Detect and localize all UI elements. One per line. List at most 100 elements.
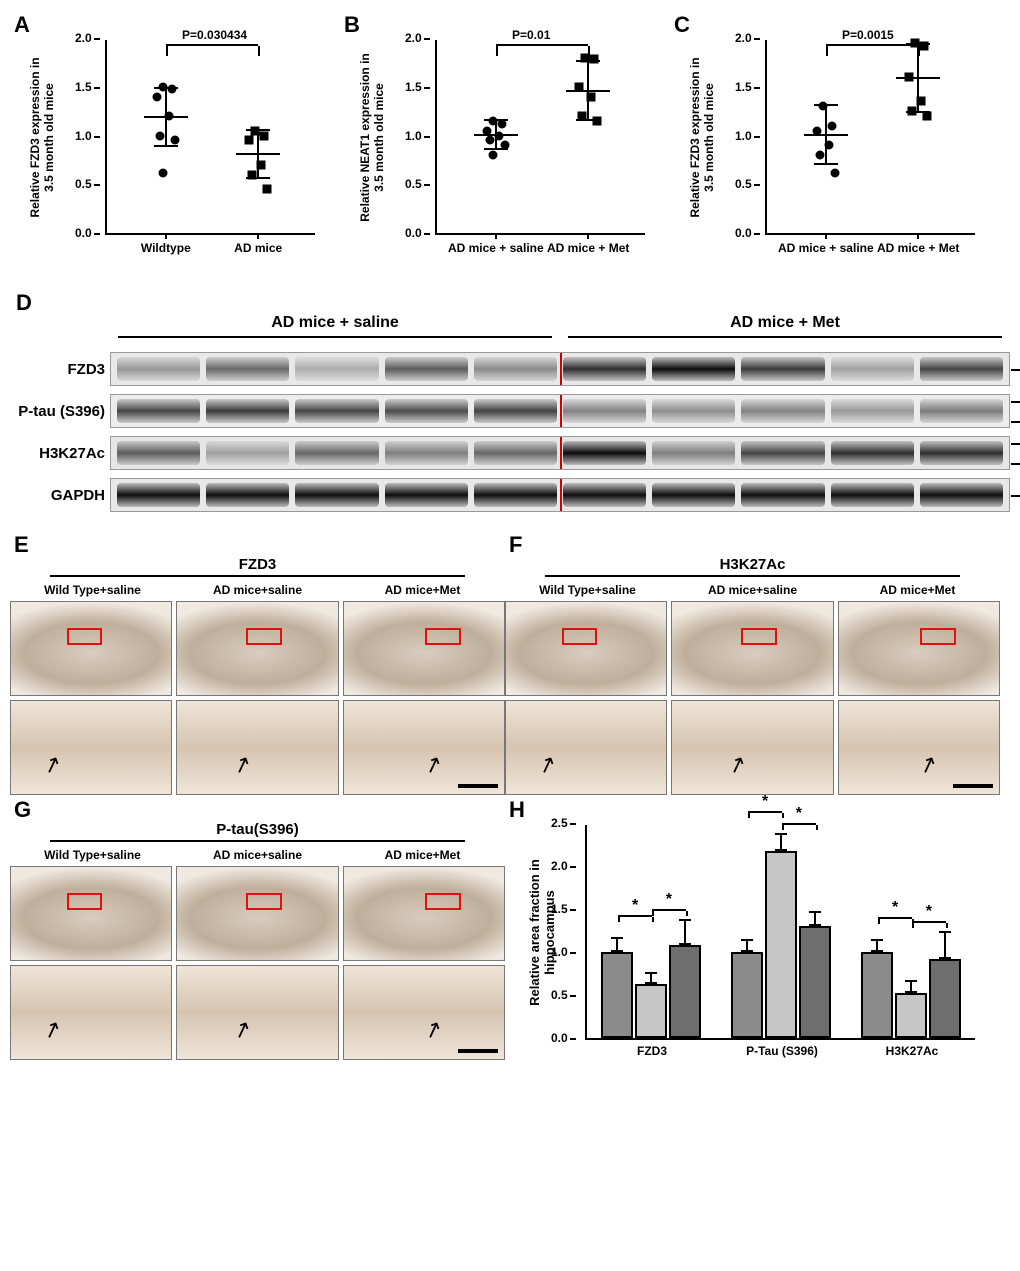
data-point bbox=[164, 112, 173, 121]
bar bbox=[895, 993, 927, 1038]
data-point bbox=[578, 112, 587, 121]
ihc-condition-label: AD mice+Met bbox=[835, 583, 1000, 597]
data-point bbox=[494, 131, 503, 140]
panel-b-label: B bbox=[344, 12, 360, 38]
ihc-highmag-image: ↗ bbox=[176, 700, 338, 795]
wb-band bbox=[117, 441, 200, 465]
data-point bbox=[158, 168, 167, 177]
x-category-label: AD mice + saline bbox=[448, 241, 544, 255]
ihc-lowmag-image bbox=[343, 866, 505, 961]
scale-bar bbox=[458, 784, 498, 788]
data-point bbox=[500, 141, 509, 150]
arrow-icon: ↗ bbox=[420, 1015, 446, 1046]
wb-group-header: AD mice + saline bbox=[110, 314, 560, 332]
wb-band bbox=[563, 441, 646, 465]
ihc-title: FZD3 bbox=[10, 556, 505, 573]
ihc-title: H3K27Ac bbox=[505, 556, 1000, 573]
ihc-lowmag-image bbox=[176, 866, 338, 961]
wb-band bbox=[474, 483, 557, 507]
wb-band bbox=[295, 399, 378, 423]
panel-f: F H3K27AcWild Type+salineAD mice+salineA… bbox=[505, 530, 1000, 795]
wb-protein-label: H3K27Ac bbox=[10, 445, 105, 462]
arrow-icon: ↗ bbox=[534, 750, 560, 781]
data-point bbox=[482, 126, 491, 135]
wb-band bbox=[563, 399, 646, 423]
wb-band bbox=[117, 483, 200, 507]
scale-bar bbox=[953, 784, 993, 788]
wb-band bbox=[117, 399, 200, 423]
data-point bbox=[158, 82, 167, 91]
wb-band bbox=[741, 441, 824, 465]
data-point bbox=[248, 170, 257, 179]
ihc-condition-label: Wild Type+saline bbox=[505, 583, 670, 597]
p-value-text: P=0.0015 bbox=[842, 28, 894, 42]
y-axis-label: Relative FZD3 expression in 3.5 month ol… bbox=[688, 40, 716, 235]
x-category-label: AD mice + Met bbox=[547, 241, 629, 255]
data-point bbox=[908, 107, 917, 116]
x-category-label: Wildtype bbox=[141, 241, 191, 255]
y-tick: 1.5 bbox=[735, 80, 752, 94]
roi-box bbox=[425, 893, 460, 910]
data-point bbox=[575, 82, 584, 91]
wb-band bbox=[920, 357, 1003, 381]
wb-band bbox=[563, 357, 646, 381]
data-point bbox=[167, 84, 176, 93]
row-ef: E FZD3Wild Type+salineAD mice+salineAD m… bbox=[10, 530, 1010, 795]
wb-band bbox=[831, 441, 914, 465]
wb-band bbox=[920, 399, 1003, 423]
y-tick: 1.5 bbox=[75, 80, 92, 94]
panel-h-label: H bbox=[509, 797, 525, 823]
ihc-highmag-image: ↗ bbox=[10, 965, 172, 1060]
y-axis-label: Relative area fraction in hippocampus bbox=[527, 825, 557, 1040]
arrow-icon: ↗ bbox=[725, 750, 751, 781]
y-axis-label: Relative FZD3 expression in 3.5 month ol… bbox=[28, 40, 56, 235]
significance-star: * bbox=[762, 793, 768, 811]
wb-strip: 17KDa11KDa bbox=[110, 436, 1010, 470]
panel-c: C 0.00.51.01.52.0AD mice + salineAD mice… bbox=[670, 10, 1000, 290]
y-tick: 2.0 bbox=[405, 31, 422, 45]
roi-box bbox=[67, 893, 102, 910]
ihc-highmag-image: ↗ bbox=[671, 700, 833, 795]
bar bbox=[601, 952, 633, 1038]
y-tick: 2.0 bbox=[75, 31, 92, 45]
ihc-condition-label: AD mice+saline bbox=[175, 583, 340, 597]
wb-band bbox=[385, 483, 468, 507]
significance-star: * bbox=[892, 899, 898, 917]
wb-band bbox=[741, 483, 824, 507]
y-tick: 1.0 bbox=[735, 129, 752, 143]
wb-band bbox=[295, 441, 378, 465]
y-tick: 0.0 bbox=[75, 226, 92, 240]
roi-box bbox=[246, 893, 281, 910]
p-value-text: P=0.01 bbox=[512, 28, 550, 42]
panel-c-label: C bbox=[674, 12, 690, 38]
data-point bbox=[827, 121, 836, 130]
row-gh: G P-tau(S396)Wild Type+salineAD mice+sal… bbox=[10, 795, 1010, 1075]
row-abc: A 0.00.51.01.52.0WildtypeAD miceP=0.0304… bbox=[10, 10, 1010, 290]
wb-band bbox=[117, 357, 200, 381]
ihc-highmag-image: ↗ bbox=[343, 965, 505, 1060]
data-point bbox=[152, 92, 161, 101]
panel-e: E FZD3Wild Type+salineAD mice+salineAD m… bbox=[10, 530, 505, 795]
y-tick: 0.5 bbox=[735, 177, 752, 191]
wb-band bbox=[652, 441, 735, 465]
ihc-condition-label: AD mice+saline bbox=[670, 583, 835, 597]
bar bbox=[635, 984, 667, 1038]
y-tick: 1.5 bbox=[405, 80, 422, 94]
panel-a: A 0.00.51.01.52.0WildtypeAD miceP=0.0304… bbox=[10, 10, 340, 290]
data-point bbox=[251, 126, 260, 135]
ihc-condition-label: AD mice+saline bbox=[175, 848, 340, 862]
ihc-lowmag-image bbox=[10, 866, 172, 961]
ihc-highmag-image: ↗ bbox=[505, 700, 667, 795]
panel-g: G P-tau(S396)Wild Type+salineAD mice+sal… bbox=[10, 795, 505, 1075]
wb-band bbox=[295, 483, 378, 507]
ihc-condition-label: Wild Type+saline bbox=[10, 583, 175, 597]
y-axis-label: Relative NEAT1 expression in 3.5 month o… bbox=[358, 40, 386, 235]
roi-box bbox=[67, 628, 102, 645]
ihc-highmag-image: ↗ bbox=[343, 700, 505, 795]
wb-band bbox=[741, 399, 824, 423]
wb-band bbox=[563, 483, 646, 507]
arrow-icon: ↗ bbox=[39, 750, 65, 781]
data-point bbox=[257, 160, 266, 169]
y-tick: 1.0 bbox=[405, 129, 422, 143]
wb-band bbox=[206, 441, 289, 465]
